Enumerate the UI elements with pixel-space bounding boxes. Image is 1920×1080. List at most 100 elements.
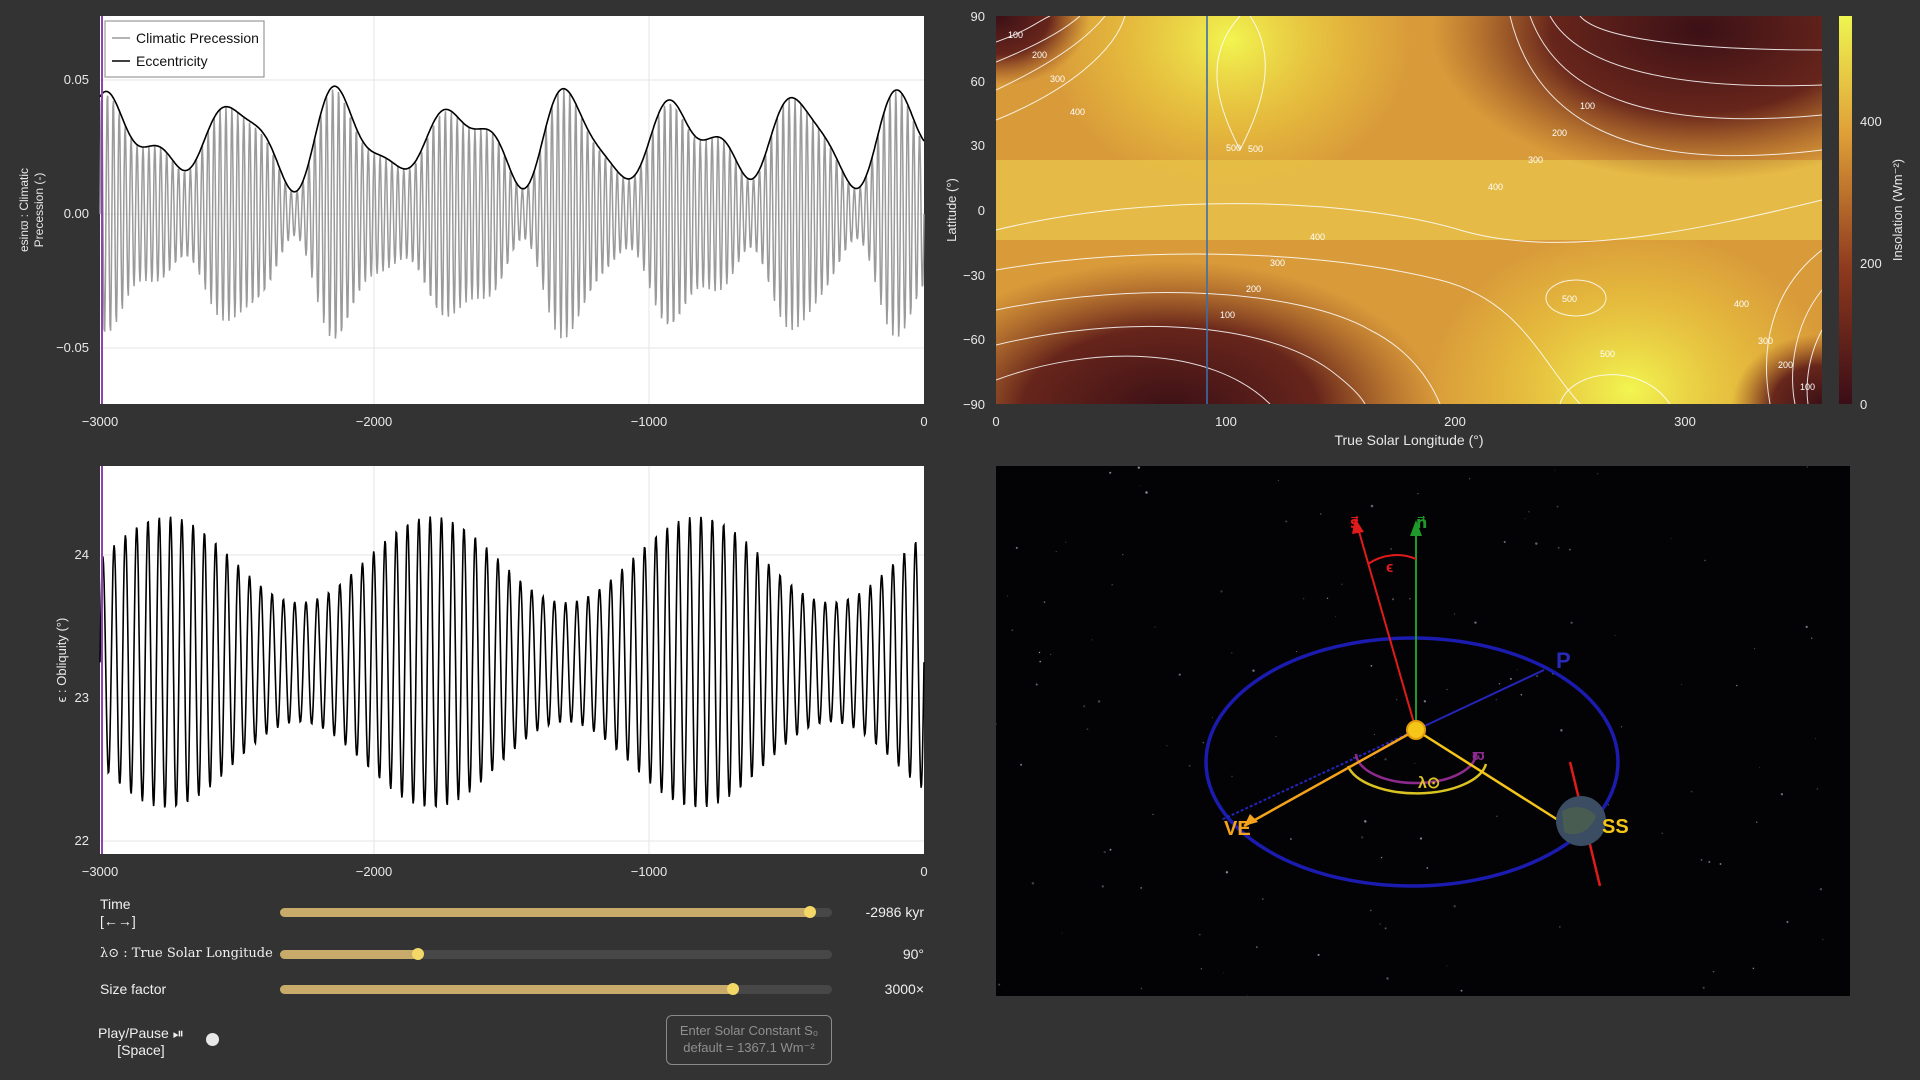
star <box>1140 987 1143 990</box>
star <box>1384 927 1387 930</box>
longitude-slider-knob[interactable] <box>412 948 424 960</box>
contour-label: 300 <box>1528 155 1543 165</box>
star <box>1786 920 1789 924</box>
star <box>1554 469 1556 471</box>
orbit-ellipse <box>1204 636 1620 888</box>
xtick: 0 <box>920 864 927 879</box>
star <box>1708 860 1711 864</box>
contours <box>996 16 1822 404</box>
ytick: 0 <box>978 203 985 218</box>
contour-label: 200 <box>1032 50 1047 60</box>
star <box>1495 699 1497 701</box>
legend-eccentricity: Eccentricity <box>136 53 208 69</box>
star <box>1035 683 1038 686</box>
normal-label: n⃗ <box>1416 515 1427 532</box>
star <box>1223 972 1225 974</box>
star <box>1700 859 1703 861</box>
star <box>1011 629 1014 632</box>
star <box>1704 559 1706 562</box>
star <box>1188 764 1191 767</box>
star <box>1498 683 1501 685</box>
contour-label: 500 <box>1562 294 1577 304</box>
xtick: −3000 <box>82 864 119 879</box>
star <box>1369 909 1372 912</box>
play-pause-toggle[interactable] <box>206 1033 219 1046</box>
star <box>1231 652 1233 654</box>
star <box>1111 583 1114 586</box>
solar-constant-input[interactable]: Enter Solar Constant S₀ default = 1367.1… <box>666 1015 832 1065</box>
ytick: 90 <box>971 9 985 24</box>
star <box>1753 647 1756 650</box>
star <box>996 723 997 726</box>
perihelion-line <box>1415 669 1545 731</box>
star <box>1503 540 1506 544</box>
xtick: −2000 <box>356 414 393 429</box>
epsilon-label: ϵ <box>1386 559 1393 576</box>
ytick: −90 <box>963 397 985 412</box>
star <box>1212 716 1213 718</box>
time-hint: [←→] <box>100 913 136 929</box>
colorbar-tick: 0 <box>1860 397 1867 412</box>
star <box>1086 728 1089 730</box>
solar-constant-placeholder-2: default = 1367.1 Wm⁻² <box>683 1040 815 1055</box>
ytick: 30 <box>971 138 985 153</box>
star <box>1670 537 1672 539</box>
contour-label: 400 <box>1070 107 1085 117</box>
contour-label: 500 <box>1600 349 1615 359</box>
xtick: 0 <box>920 414 927 429</box>
star <box>1317 953 1320 956</box>
star <box>1805 625 1808 629</box>
solar-constant-placeholder-1: Enter Solar Constant S₀ <box>679 1023 819 1038</box>
star <box>1384 758 1387 761</box>
time-slider[interactable] <box>280 906 832 918</box>
star <box>1101 885 1105 888</box>
star <box>1065 541 1067 543</box>
star <box>1528 511 1530 513</box>
precession-plot: Climatic Precession Eccentricity 0.05 0.… <box>17 16 928 429</box>
star <box>1460 989 1463 992</box>
size-slider-fill <box>280 985 733 994</box>
star <box>1509 677 1512 680</box>
star <box>1295 651 1297 652</box>
star <box>1154 626 1156 628</box>
star <box>1220 590 1223 593</box>
star <box>1570 621 1573 624</box>
obliquity-ylabel: ϵ : Obliquity (°) <box>54 618 69 703</box>
star <box>1083 705 1086 708</box>
star <box>1122 554 1124 556</box>
star <box>1822 938 1824 941</box>
star <box>1038 651 1041 654</box>
play-pause-text: Play/Pause ⏯ <box>98 1025 184 1041</box>
star <box>1303 598 1305 600</box>
star <box>1255 946 1258 949</box>
star <box>1453 613 1456 615</box>
longitude-label: λ⊙ : True Solar Longitude <box>100 946 273 961</box>
ve-arrowhead <box>1244 814 1258 826</box>
contour-labels: 100 200 300 400 500 500 400 300 200 100 … <box>1008 30 1815 392</box>
star <box>1417 492 1419 495</box>
size-value: 3000× <box>884 981 924 997</box>
size-slider[interactable] <box>280 983 832 995</box>
star <box>1806 466 1808 468</box>
star <box>998 983 1001 986</box>
star <box>1166 745 1168 747</box>
star <box>1200 968 1203 970</box>
star <box>1524 518 1526 520</box>
star <box>1050 653 1052 656</box>
star <box>1819 888 1823 891</box>
xtick: −1000 <box>631 414 668 429</box>
star <box>1780 793 1784 796</box>
precession-legend: Climatic Precession Eccentricity <box>104 20 265 78</box>
time-slider-knob[interactable] <box>803 906 816 918</box>
contour-label: 400 <box>1310 232 1325 242</box>
size-label: Size factor <box>100 981 167 997</box>
star <box>1702 986 1705 989</box>
longitude-slider[interactable] <box>280 948 832 960</box>
star <box>1061 932 1063 934</box>
star <box>1426 867 1429 869</box>
size-slider-knob[interactable] <box>726 983 739 995</box>
insolation-ylabel: Latitude (°) <box>944 178 959 242</box>
star <box>1409 598 1411 600</box>
ytick: −30 <box>963 268 985 283</box>
orbit-view[interactable]: s⃗ n⃗ ϵ P VE SS ϖ λ⊙ <box>996 466 1850 996</box>
